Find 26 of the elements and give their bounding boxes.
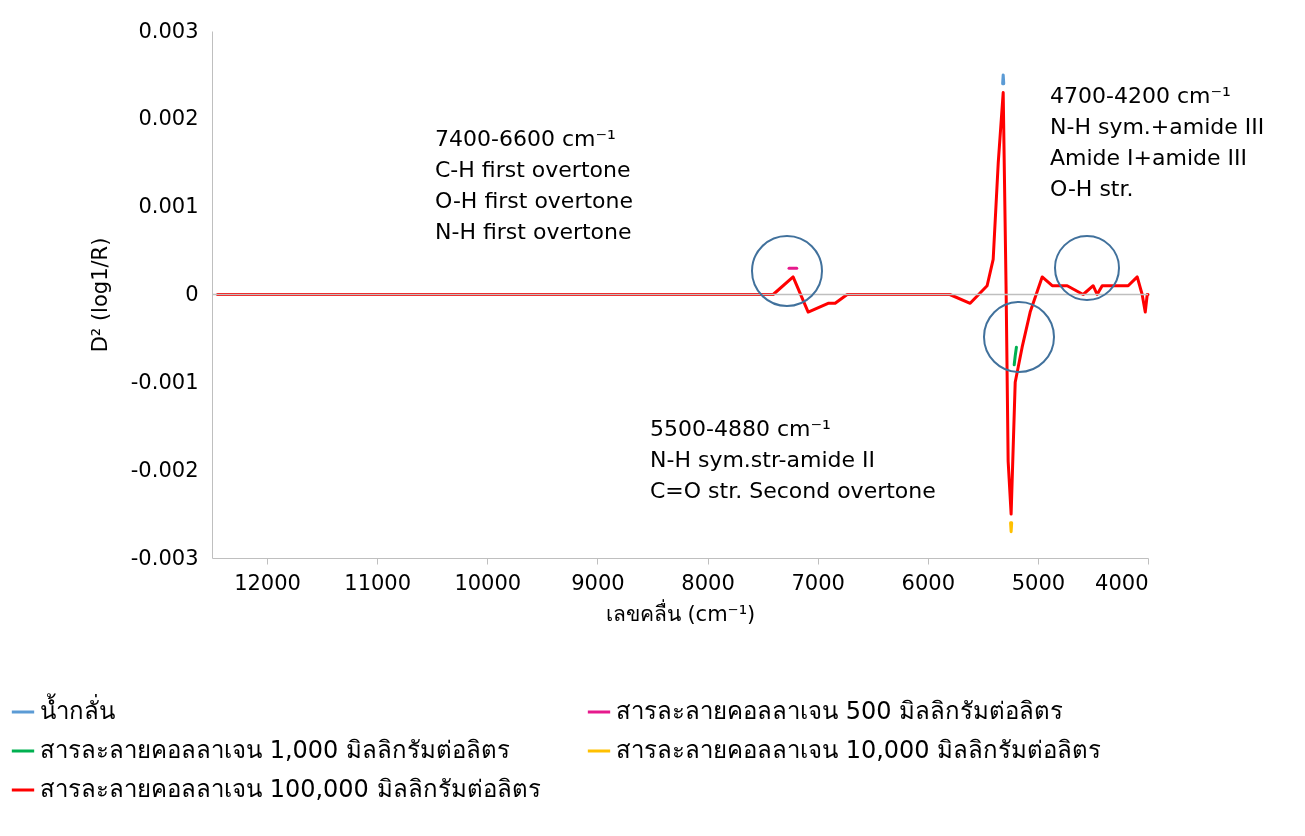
- y-tick-label: -0.003: [130, 545, 199, 570]
- x-tick-label: 4000: [1095, 570, 1149, 595]
- x-axis-title: เลขคลื่น (cm⁻¹): [605, 598, 756, 626]
- legend-label: สารละลายคอลลาเจน 100,000 มิลลิกรัมต่อลิตร: [40, 775, 541, 803]
- legend-label: สารละลายคอลลาเจน 500 มิลลิกรัมต่อลิตร: [616, 697, 1064, 725]
- x-tick-label: 11000: [344, 570, 412, 595]
- y-tick-label: -0.001: [130, 369, 199, 394]
- y-tick-label: -0.002: [130, 457, 199, 482]
- annotation: 7400-6600 cm⁻¹ C-H first overtone O-H first overtone N-H first overtone: [435, 126, 634, 244]
- legend-label: น้ำกลั่น: [40, 693, 115, 725]
- x-tick-label: 12000: [234, 570, 301, 595]
- x-tick-label: 5000: [1011, 570, 1066, 595]
- legend-label: สารละลายคอลลาเจน 10,000 มิลลิกรัมต่อลิตร: [616, 736, 1102, 764]
- annotation: 5500-4880 cm⁻¹ N-H sym.str-amide II C=O str. Second overtone: [650, 416, 936, 503]
- legend-label: สารละลายคอลลาเจน 1,000 มิลลิกรัมต่อลิตร: [40, 736, 510, 764]
- x-tick-label: 9000: [571, 570, 625, 595]
- y-tick-label: 0.002: [138, 106, 199, 131]
- x-tick-label: 8000: [681, 570, 735, 595]
- y-tick-label: 0.001: [138, 194, 199, 219]
- x-tick-label: 10000: [454, 570, 522, 595]
- x-tick-label: 6000: [901, 570, 955, 595]
- annotation: 4700-4200 cm⁻¹ N-H sym.+amide III Amide I+amide III O-H str.: [1050, 83, 1265, 201]
- y-axis-title: D² (log1/R): [87, 237, 112, 353]
- y-tick-label: 0.003: [138, 18, 199, 43]
- x-tick-label: 7000: [791, 570, 845, 595]
- y-tick-label: 0: [185, 282, 199, 306]
